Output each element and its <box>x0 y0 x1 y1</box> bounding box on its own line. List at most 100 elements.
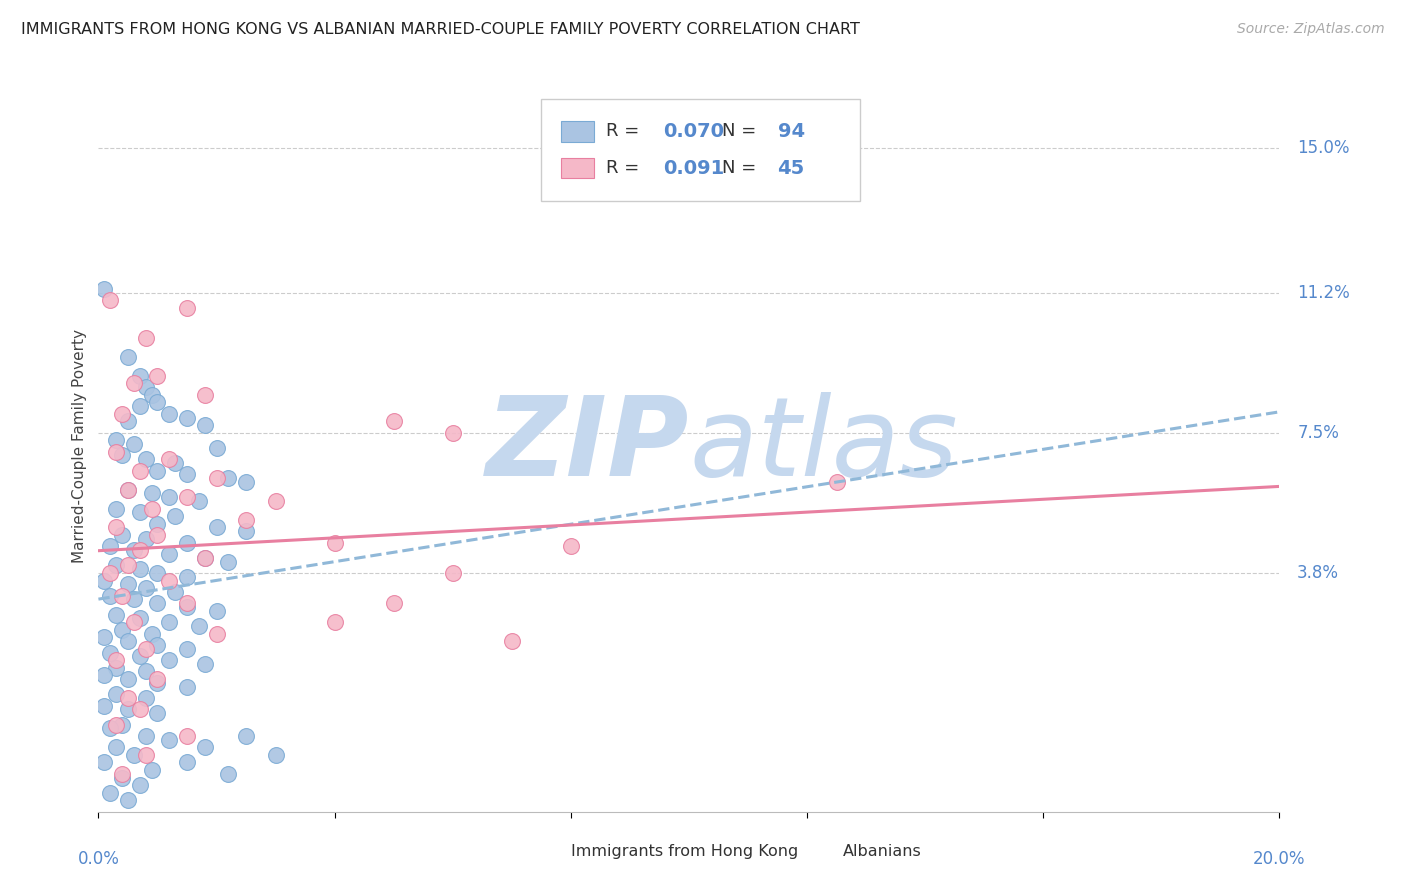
Point <box>176 467 198 482</box>
Point <box>235 524 257 539</box>
Point <box>98 589 121 603</box>
FancyBboxPatch shape <box>807 845 835 861</box>
Point <box>117 672 139 686</box>
Point <box>165 585 187 599</box>
Point <box>128 505 150 519</box>
Point <box>205 604 228 618</box>
Point <box>441 566 464 580</box>
Point <box>128 399 150 413</box>
Point <box>157 615 180 630</box>
Point <box>93 282 115 296</box>
Point <box>135 691 157 706</box>
Point <box>157 452 180 467</box>
Point <box>135 331 157 345</box>
Point <box>146 368 169 383</box>
Point <box>122 437 145 451</box>
Point <box>205 520 228 534</box>
Text: Source: ZipAtlas.com: Source: ZipAtlas.com <box>1237 22 1385 37</box>
Point <box>141 388 163 402</box>
Point <box>122 615 145 630</box>
Point <box>111 771 134 785</box>
Point <box>93 698 115 713</box>
Text: 0.0%: 0.0% <box>77 849 120 868</box>
Point <box>194 550 217 565</box>
Point <box>111 407 134 421</box>
Point <box>194 550 217 565</box>
Point <box>194 388 217 402</box>
Point <box>117 350 139 364</box>
Point <box>117 702 139 716</box>
Point <box>176 596 198 610</box>
Text: IMMIGRANTS FROM HONG KONG VS ALBANIAN MARRIED-COUPLE FAMILY POVERTY CORRELATION : IMMIGRANTS FROM HONG KONG VS ALBANIAN MA… <box>21 22 860 37</box>
Point <box>128 649 150 664</box>
Point <box>205 626 228 640</box>
Point <box>117 577 139 591</box>
Point <box>176 570 198 584</box>
Point <box>157 574 180 588</box>
FancyBboxPatch shape <box>561 158 595 178</box>
Point <box>176 410 198 425</box>
Text: ZIP: ZIP <box>485 392 689 500</box>
Point <box>135 747 157 762</box>
Point <box>146 395 169 409</box>
Point <box>157 407 180 421</box>
FancyBboxPatch shape <box>541 99 860 201</box>
Point <box>135 380 157 394</box>
Point <box>111 449 134 463</box>
Point <box>146 528 169 542</box>
Point <box>128 368 150 383</box>
Point <box>165 456 187 470</box>
Text: 94: 94 <box>778 122 804 141</box>
Text: 7.5%: 7.5% <box>1298 424 1339 442</box>
Point <box>141 763 163 777</box>
Point <box>105 444 128 458</box>
Point <box>117 483 139 497</box>
Point <box>105 607 128 622</box>
Point <box>105 501 128 516</box>
Point <box>176 729 198 743</box>
Text: 11.2%: 11.2% <box>1298 284 1350 301</box>
Point <box>146 464 169 478</box>
Point <box>98 786 121 800</box>
Text: N =: N = <box>723 159 762 177</box>
Point <box>111 528 134 542</box>
Point <box>105 558 128 573</box>
Point <box>165 509 187 524</box>
Point <box>194 657 217 671</box>
Point <box>176 756 198 770</box>
Point <box>146 596 169 610</box>
Point <box>117 634 139 648</box>
Point <box>205 441 228 455</box>
Point <box>93 631 115 645</box>
Point <box>217 767 239 781</box>
Point <box>117 691 139 706</box>
Text: 3.8%: 3.8% <box>1298 564 1339 582</box>
Point <box>111 589 134 603</box>
Point <box>323 535 346 549</box>
Point <box>117 558 139 573</box>
Text: 15.0%: 15.0% <box>1298 139 1350 158</box>
Point <box>560 540 582 554</box>
Point <box>105 717 128 731</box>
Text: R =: R = <box>606 159 645 177</box>
Point <box>105 653 128 667</box>
Point <box>135 532 157 546</box>
Text: 45: 45 <box>778 159 804 178</box>
Point <box>176 535 198 549</box>
Point <box>187 619 209 633</box>
Y-axis label: Married-Couple Family Poverty: Married-Couple Family Poverty <box>72 329 87 563</box>
Point <box>117 483 139 497</box>
Point <box>146 638 169 652</box>
Point <box>825 475 848 489</box>
Point <box>157 653 180 667</box>
Text: 20.0%: 20.0% <box>1253 849 1306 868</box>
Point <box>93 668 115 682</box>
Text: atlas: atlas <box>689 392 957 500</box>
Point <box>105 661 128 675</box>
Point <box>146 566 169 580</box>
Point <box>98 293 121 307</box>
Point <box>105 434 128 448</box>
Point <box>382 414 405 428</box>
Point <box>217 555 239 569</box>
Point <box>135 641 157 656</box>
